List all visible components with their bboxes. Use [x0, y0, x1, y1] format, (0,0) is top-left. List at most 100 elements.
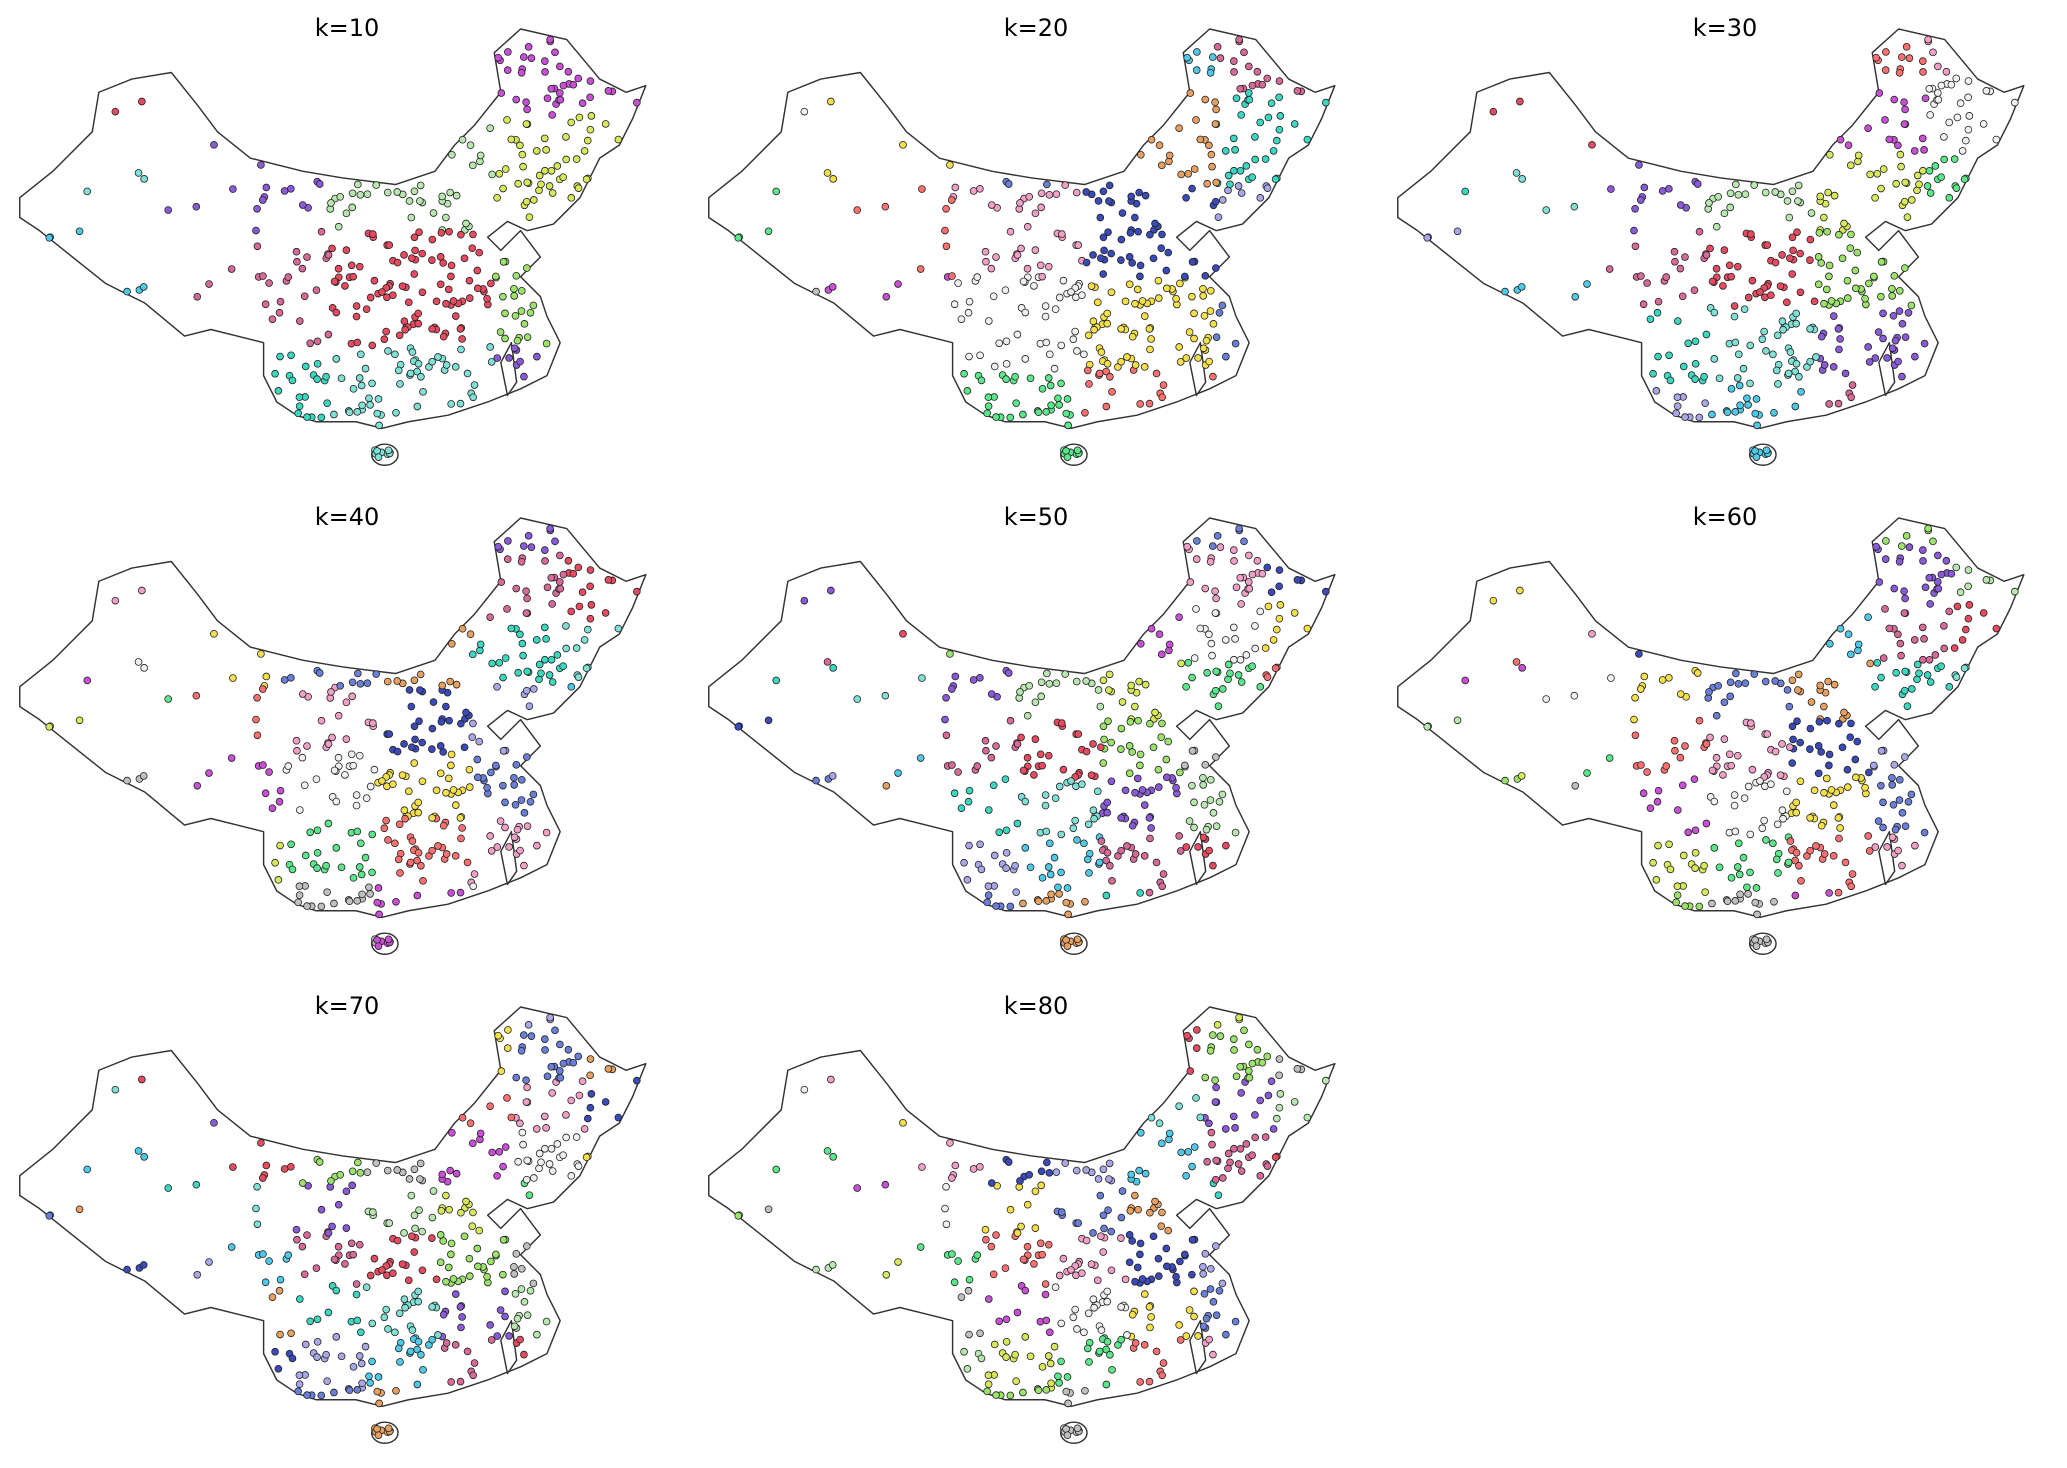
site-dot [1121, 297, 1130, 306]
site-dot [1785, 702, 1794, 711]
site-dot [1907, 301, 1916, 310]
site-dot [505, 1332, 513, 1340]
site-dot [1892, 668, 1900, 677]
site-dot [1019, 1388, 1027, 1397]
site-dot [1918, 134, 1927, 143]
site-dot [1073, 1424, 1082, 1433]
site-dot [946, 1139, 954, 1147]
site-dot [393, 677, 402, 685]
site-dot [1206, 287, 1215, 295]
site-dot [468, 244, 477, 253]
site-dot [1125, 742, 1134, 750]
site-dot [1044, 863, 1053, 871]
site-dot [349, 272, 358, 281]
site-dot [442, 361, 451, 369]
site-dot [1945, 194, 1954, 202]
site-dot [1708, 766, 1717, 775]
site-dot [586, 1055, 595, 1063]
site-dot [1883, 354, 1891, 362]
site-dot [1072, 677, 1081, 686]
site-dot [918, 1163, 926, 1171]
site-dot [396, 380, 404, 388]
site-dot [1861, 783, 1869, 792]
site-dot [1140, 1290, 1149, 1298]
site-dot [1736, 401, 1744, 410]
site-dot [1099, 187, 1108, 196]
site-dot [1202, 825, 1211, 834]
site-dot [1104, 1206, 1112, 1214]
site-dot [348, 1181, 357, 1190]
site-dot [1237, 678, 1246, 686]
site-dot [951, 672, 960, 681]
site-dot [1212, 822, 1221, 830]
site-dot [332, 308, 341, 317]
site-dot [301, 851, 310, 860]
site-dot [436, 253, 445, 261]
site-dot [964, 1286, 973, 1295]
site-dot [1117, 235, 1126, 244]
site-dot [389, 291, 397, 300]
site-dot [1518, 664, 1527, 672]
site-dot [418, 288, 427, 297]
site-dot [407, 1232, 416, 1241]
site-dot [1263, 563, 1272, 572]
site-dot [828, 283, 837, 291]
site-dot [1542, 206, 1551, 214]
site-dot [361, 1342, 370, 1351]
site-dot [1792, 319, 1801, 328]
site-dot [164, 695, 173, 703]
site-dot [1763, 730, 1772, 738]
site-dot [1792, 808, 1801, 817]
site-dot [407, 1191, 416, 1200]
site-dot [1872, 542, 1881, 551]
site-dot [1676, 201, 1685, 209]
site-dot [458, 135, 467, 144]
site-dot [1140, 1341, 1149, 1349]
site-dot [992, 1231, 1000, 1239]
site-dot [418, 738, 427, 747]
site-dot [1103, 798, 1112, 807]
site-dot [1146, 719, 1154, 728]
site-dot [1691, 337, 1700, 346]
site-dot [1218, 790, 1227, 799]
site-dot [1739, 364, 1748, 373]
site-dot [1215, 797, 1224, 806]
site-dot [1045, 839, 1054, 848]
site-dot [460, 1232, 469, 1241]
site-dot [1096, 213, 1105, 222]
site-dot [330, 899, 338, 908]
site-dot [1043, 1158, 1051, 1167]
site-dot [1851, 755, 1860, 764]
site-dot [562, 622, 570, 630]
site-dot [1731, 338, 1740, 347]
site-dot [210, 630, 218, 638]
site-dot [486, 1321, 494, 1329]
site-dot [342, 698, 351, 707]
site-dot [1840, 708, 1848, 717]
site-dot [1093, 298, 1102, 307]
site-dot [1784, 369, 1793, 378]
site-dot [287, 1329, 295, 1338]
site-dot [1199, 292, 1208, 300]
site-dot [330, 1388, 338, 1397]
site-dot [265, 279, 273, 287]
site-dot [496, 817, 505, 825]
site-dot [827, 1075, 835, 1084]
site-dot [1089, 1229, 1097, 1237]
site-dot [1760, 327, 1768, 336]
site-dot [1205, 357, 1213, 366]
site-dot [1715, 374, 1724, 383]
site-dot [432, 786, 441, 795]
site-dot [1841, 369, 1850, 378]
panel-title: k=50 [1004, 503, 1069, 531]
site-dot [1019, 1255, 1028, 1264]
site-dot [562, 1133, 571, 1142]
site-dot [494, 1031, 503, 1040]
site-dot [465, 276, 474, 285]
site-dot [348, 692, 357, 701]
site-dot [587, 1090, 596, 1098]
site-dot [1940, 133, 1948, 141]
site-dot [1271, 1153, 1280, 1162]
site-dot [287, 840, 295, 849]
site-dot [375, 910, 383, 919]
